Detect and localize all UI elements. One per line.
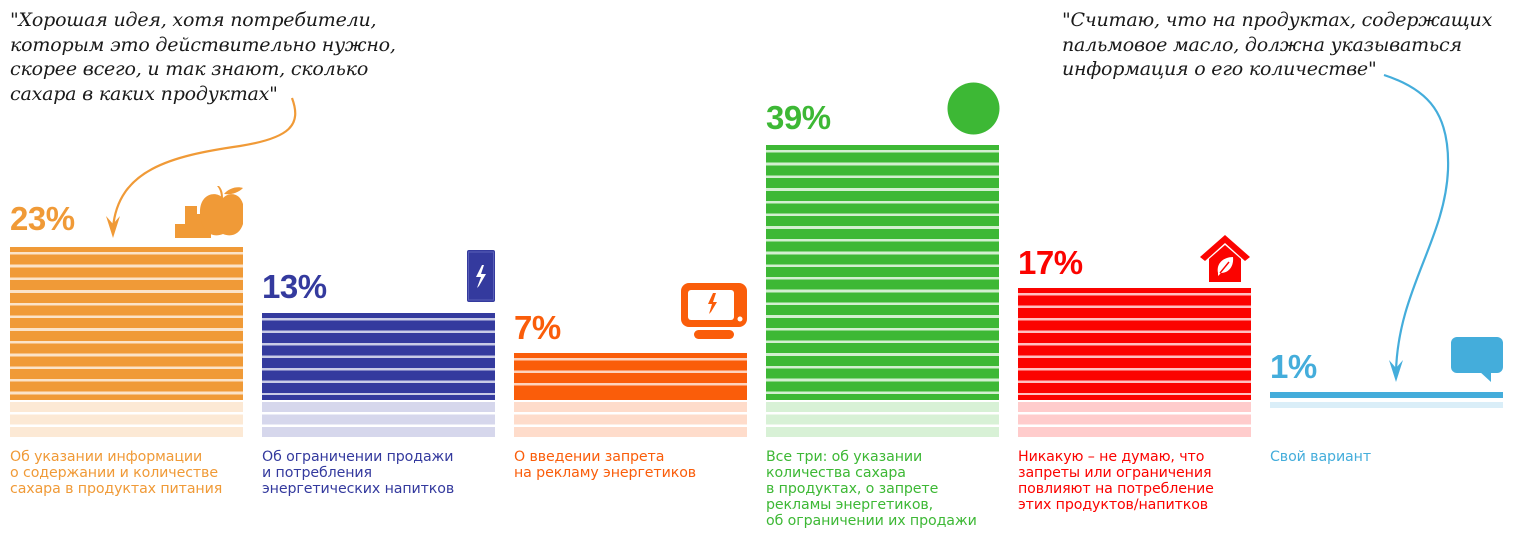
bar-column-all-three: 39% Все три: об указании количества саха…: [766, 0, 1000, 548]
bar-solid: [514, 353, 747, 400]
bar-column-ad-ban: 7% О введении запрета на рекламу энергет…: [514, 0, 747, 548]
bar-solid: [10, 247, 243, 400]
percent-label: 39%: [766, 99, 831, 136]
bar-pale-stripes: [1018, 402, 1251, 437]
quote-right: "Считаю, что на продуктах, содержащих па…: [1062, 9, 1493, 80]
speech-bubble-icon: [1451, 337, 1503, 387]
bar-pale-stripes: [1270, 402, 1503, 408]
house-leaf-icon: [1200, 235, 1250, 287]
bar-solid: [766, 145, 999, 400]
category-label: О введении запрета на рекламу энергетико…: [514, 449, 697, 481]
category-label: Об ограничении продажи и потребления эне…: [262, 449, 455, 497]
food-apple-icon: [175, 186, 245, 242]
bar-pale-stripes: [514, 402, 747, 437]
bar-column-own-option: 1% Свой вариант: [1270, 0, 1503, 548]
percent-label: 23%: [10, 200, 75, 237]
quote-left: "Хорошая идея, хотя потребители, которым…: [10, 9, 396, 105]
bar-pale-stripes: [262, 402, 495, 437]
energy-drink-can-icon: [467, 250, 495, 306]
category-label: Свой вариант: [1270, 449, 1371, 465]
bar-column-sales-limit: 13% Об ограничении продажи и потребления…: [262, 0, 495, 548]
bar-column-sugar-info: 23% Об указании информации о содержании …: [10, 0, 245, 548]
circle-icon: [947, 82, 1000, 139]
tv-lightning-icon: [681, 283, 747, 343]
category-label: Никакую – не думаю, что запреты или огра…: [1018, 449, 1214, 513]
percent-label: 7%: [514, 309, 561, 346]
bar-pale-stripes: [10, 402, 243, 437]
bar-solid: [1270, 392, 1503, 398]
category-label: Все три: об указании количества сахара в…: [766, 449, 977, 529]
bar-column-none: 17% Никакую – не думаю, что запреты или …: [1018, 0, 1251, 548]
bar-solid: [1018, 288, 1251, 400]
bar-pale-stripes: [766, 402, 999, 437]
percent-label: 1%: [1270, 348, 1317, 385]
percent-label: 13%: [262, 268, 327, 305]
percent-label: 17%: [1018, 244, 1083, 281]
bar-solid: [262, 313, 495, 400]
category-label: Об указании информации о содержании и ко…: [10, 449, 223, 497]
